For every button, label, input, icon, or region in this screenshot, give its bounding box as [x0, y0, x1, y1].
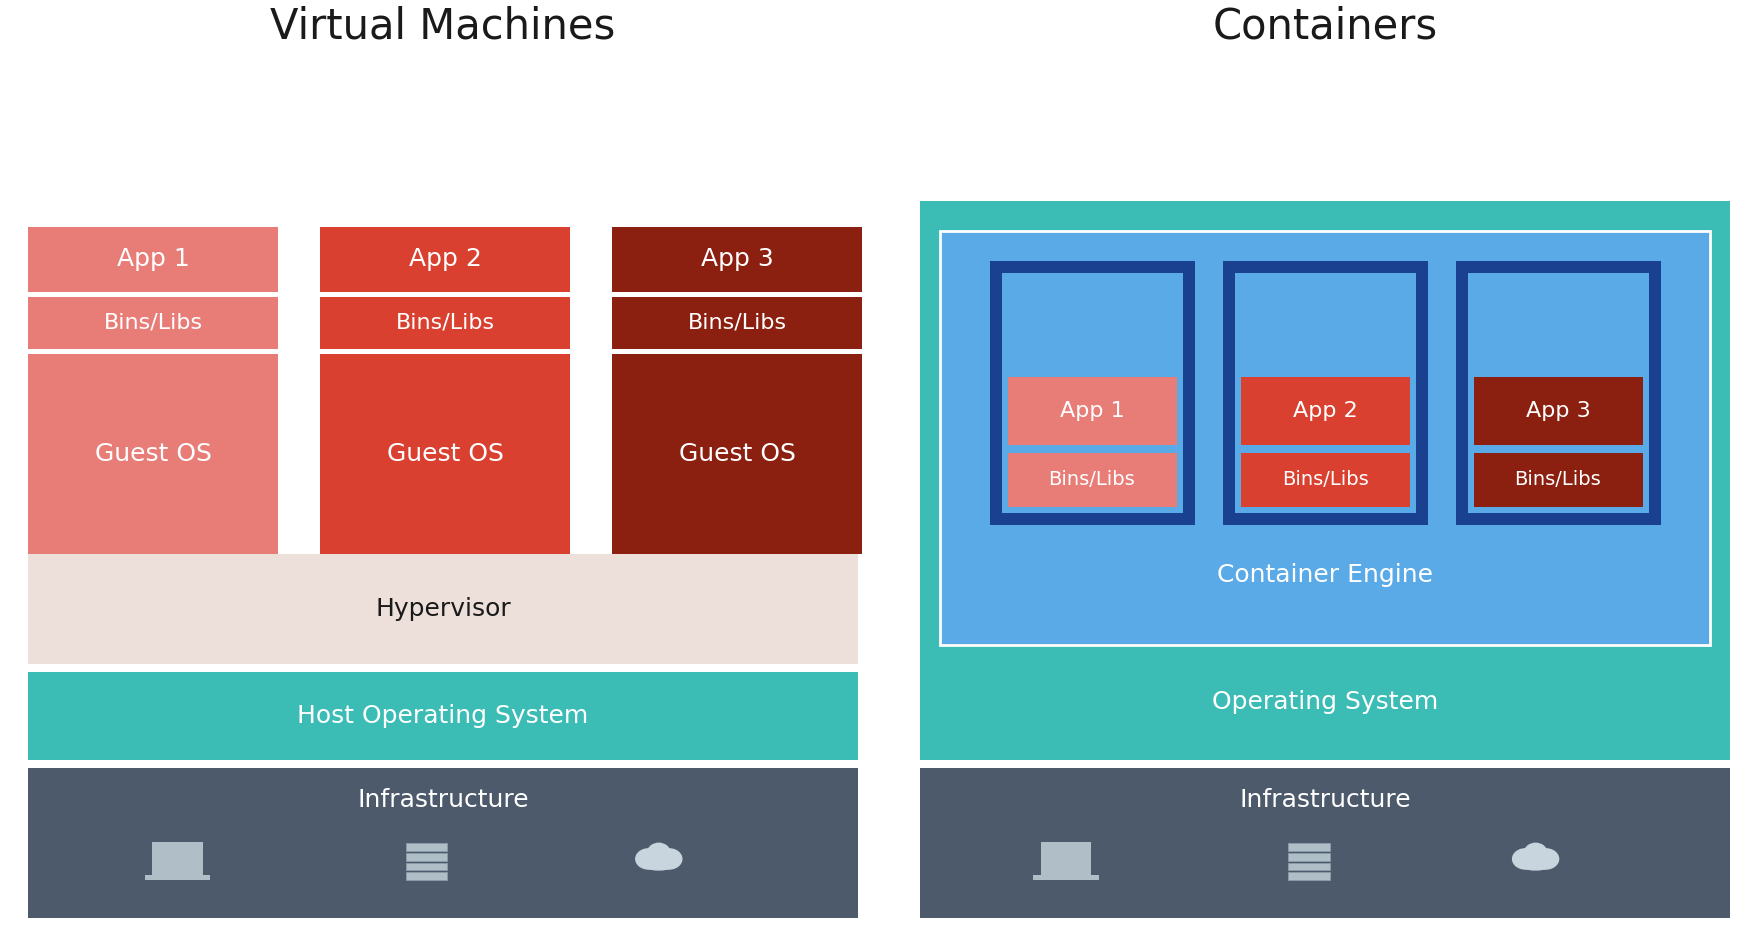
Text: Bins/Libs: Bins/Libs	[1281, 470, 1369, 489]
Text: App 1: App 1	[1059, 400, 1124, 421]
Ellipse shape	[1532, 849, 1558, 869]
Bar	[1223, 514, 1427, 525]
Ellipse shape	[1525, 843, 1546, 862]
Text: Infrastructure: Infrastructure	[1239, 788, 1411, 813]
Ellipse shape	[640, 851, 678, 870]
Text: App 3: App 3	[1525, 400, 1590, 421]
Bar	[1223, 261, 1235, 525]
Text: App 2: App 2	[1293, 400, 1358, 421]
Bar	[1288, 863, 1330, 870]
Bar	[28, 297, 278, 349]
Text: Guest OS: Guest OS	[678, 442, 796, 466]
Bar	[1455, 261, 1467, 525]
Text: Infrastructure: Infrastructure	[357, 788, 529, 813]
Ellipse shape	[636, 849, 662, 869]
Text: Hypervisor: Hypervisor	[376, 597, 511, 622]
Text: Bins/Libs: Bins/Libs	[1515, 470, 1601, 489]
Bar	[1223, 261, 1427, 525]
Ellipse shape	[1513, 849, 1539, 869]
Text: App 2: App 2	[409, 247, 481, 272]
Text: App 3: App 3	[701, 247, 773, 272]
Text: Guest OS: Guest OS	[387, 442, 504, 466]
Bar	[921, 201, 1731, 761]
Ellipse shape	[655, 849, 682, 869]
Bar	[406, 872, 446, 880]
Bar	[940, 231, 1710, 645]
Bar	[989, 514, 1195, 525]
Bar	[1455, 261, 1660, 525]
Bar	[406, 843, 446, 850]
Bar	[320, 297, 569, 349]
Text: Containers: Containers	[1212, 6, 1437, 48]
Text: Guest OS: Guest OS	[95, 442, 211, 466]
Bar	[1007, 452, 1177, 507]
Text: Host Operating System: Host Operating System	[297, 704, 589, 728]
Bar	[28, 227, 278, 291]
Text: Bins/Libs: Bins/Libs	[395, 312, 494, 333]
Ellipse shape	[1516, 851, 1555, 870]
Bar	[989, 261, 1195, 525]
Bar	[1182, 261, 1195, 525]
Text: Bins/Libs: Bins/Libs	[104, 312, 202, 333]
Bar	[611, 297, 863, 349]
Bar	[1455, 514, 1660, 525]
Bar	[921, 768, 1731, 918]
Bar	[28, 768, 857, 918]
Bar	[153, 842, 202, 876]
Bar	[28, 673, 857, 761]
Ellipse shape	[648, 843, 669, 862]
Bar	[611, 227, 863, 291]
Bar	[144, 875, 211, 880]
Bar	[1040, 842, 1091, 876]
Bar	[1455, 261, 1660, 272]
Text: App 1: App 1	[116, 247, 190, 272]
Bar	[320, 227, 569, 291]
Bar	[1240, 452, 1409, 507]
Bar	[1033, 875, 1098, 880]
Text: Container Engine: Container Engine	[1218, 564, 1434, 587]
Bar	[1288, 843, 1330, 850]
Bar	[611, 354, 863, 554]
Text: Virtual Machines: Virtual Machines	[271, 6, 615, 48]
Text: Bins/Libs: Bins/Libs	[687, 312, 787, 333]
Bar	[406, 852, 446, 861]
Bar	[1648, 261, 1660, 525]
Bar	[1288, 852, 1330, 861]
Bar	[1240, 377, 1409, 445]
Bar	[1223, 261, 1427, 272]
Bar	[320, 354, 569, 554]
Bar	[1474, 452, 1643, 507]
Bar	[1288, 872, 1330, 880]
Bar	[28, 354, 278, 554]
Bar	[28, 554, 857, 664]
Bar	[406, 863, 446, 870]
Text: Bins/Libs: Bins/Libs	[1049, 470, 1135, 489]
Bar	[1416, 261, 1427, 525]
Bar	[1474, 377, 1643, 445]
Bar	[989, 261, 1195, 272]
Bar	[989, 261, 1001, 525]
Bar	[1007, 377, 1177, 445]
Text: Operating System: Operating System	[1212, 691, 1439, 714]
